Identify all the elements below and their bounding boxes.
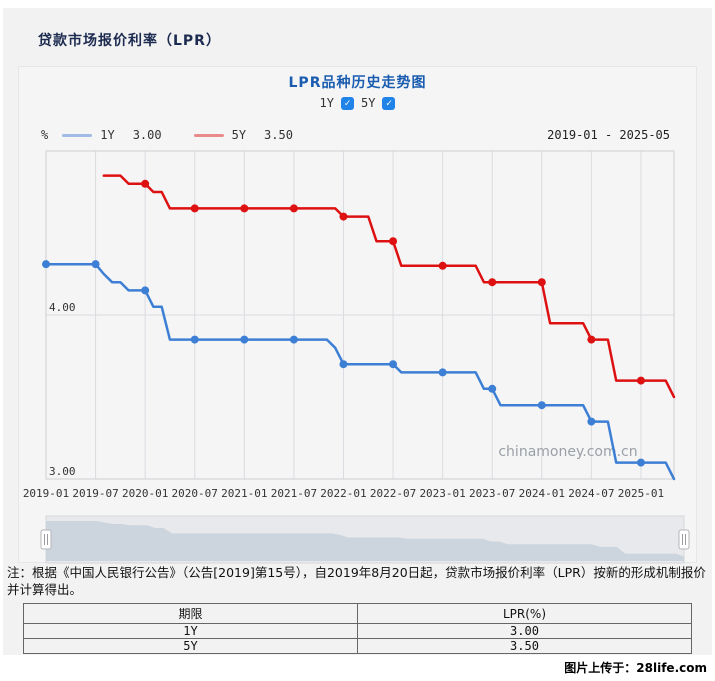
legend-value-5y: 3.50 xyxy=(264,128,293,142)
table-header-row: 期限 LPR(%) xyxy=(23,603,692,624)
series-5y-dot[interactable] xyxy=(339,212,348,221)
y-axis-unit: % xyxy=(41,128,49,142)
footer-bar: 图片上传于：28life.com xyxy=(0,655,715,681)
x-tick-label: 2020-07 xyxy=(172,487,218,500)
checkbox-label-1y: 1Y xyxy=(319,96,334,110)
legend-swatch-5y xyxy=(193,133,224,137)
series-5y-dot[interactable] xyxy=(587,335,596,344)
series-5y-dot[interactable] xyxy=(537,278,546,287)
x-tick-label: 2019-07 xyxy=(72,487,118,500)
table-cell-term-5y: 5Y xyxy=(23,638,358,654)
series-1y-dot[interactable] xyxy=(636,458,645,467)
series-1y-dot[interactable] xyxy=(339,360,348,369)
series-1y-dot[interactable] xyxy=(488,384,497,393)
table-row: 1Y 3.00 xyxy=(23,623,692,639)
series-1y-dot[interactable] xyxy=(389,360,398,369)
chart-title: LPR品种历史走势图 xyxy=(288,75,427,91)
series-5y-dot[interactable] xyxy=(240,204,249,213)
footnote: 注：根据《中国人民银行公告》（公告[2019]第15号），自2019年8月20日… xyxy=(7,565,706,597)
checkbox-1y-checked-icon[interactable] xyxy=(341,96,354,110)
series-5y-dot[interactable] xyxy=(389,237,398,246)
x-tick-label: 2021-01 xyxy=(221,487,267,500)
chart-panel: LPR品种历史走势图 1Y 5Y % 1Y 3.00 5Y 3.50 2019-… xyxy=(18,66,697,564)
x-tick-label: 2022-07 xyxy=(370,487,416,500)
x-tick-label: 2021-07 xyxy=(271,487,317,500)
series-1y-dot[interactable] xyxy=(190,335,199,344)
lpr-table: 期限 LPR(%) 1Y 3.00 5Y 3.50 xyxy=(23,603,692,654)
navigator-right-handle[interactable] xyxy=(678,529,690,550)
table-cell-term-1y: 1Y xyxy=(23,623,358,639)
series-1y-line xyxy=(44,262,676,481)
series-5y-dot[interactable] xyxy=(636,376,645,385)
table-cell-lpr-1y: 3.00 xyxy=(357,623,692,639)
table-row: 5Y 3.50 xyxy=(23,638,692,654)
legend: % 1Y 3.00 5Y 3.50 xyxy=(41,128,293,142)
series-1y-dot[interactable] xyxy=(438,368,447,377)
series-toggle-row: 1Y 5Y xyxy=(19,96,696,110)
series-1y-dot[interactable] xyxy=(587,417,596,426)
x-tick-label: 2020-01 xyxy=(122,487,168,500)
x-tick-label: 2023-01 xyxy=(419,487,465,500)
image-source-label: 图片上传于：28life.com xyxy=(564,661,707,675)
watermark: chinamoney.com.cn xyxy=(498,444,637,460)
x-tick-label: 2024-07 xyxy=(568,487,614,500)
date-range-label: 2019-01 - 2025-05 xyxy=(547,128,670,142)
series-1y-dot[interactable] xyxy=(42,260,50,269)
y-tick-label: 3.00 xyxy=(49,465,76,478)
y-tick-label: 4.00 xyxy=(49,301,76,314)
checkbox-5y-checked-icon[interactable] xyxy=(382,96,396,110)
series-5y-dot[interactable] xyxy=(289,204,298,213)
page-title: 贷款市场报价利率（LPR） xyxy=(38,33,221,49)
legend-label-1y[interactable]: 1Y xyxy=(100,128,115,142)
x-tick-label: 2025-01 xyxy=(618,487,664,500)
legend-value-1y: 3.00 xyxy=(132,128,162,142)
series-1y-dot[interactable] xyxy=(141,286,150,295)
lpr-trend-chart: 2019-01 2019-07 2020-01 2020-07 2021-01 2021-… xyxy=(23,150,690,564)
plot-border xyxy=(45,150,675,480)
legend-swatch-1y xyxy=(62,133,93,137)
series-5y-dot[interactable] xyxy=(141,179,150,188)
navigator-left-handle[interactable] xyxy=(40,529,52,550)
legend-label-5y[interactable]: 5Y xyxy=(231,128,247,142)
table-cell-lpr-5y: 3.50 xyxy=(357,638,692,654)
series-1y-dot[interactable] xyxy=(289,335,298,344)
series-5y-dot[interactable] xyxy=(488,278,497,287)
navigator-area xyxy=(46,521,684,561)
x-tick-label: 2024-01 xyxy=(519,487,565,500)
table-header-term: 期限 xyxy=(23,603,358,624)
series-5y-dot[interactable] xyxy=(438,261,447,270)
table-header-lpr: LPR(%) xyxy=(357,603,692,624)
series-5y-line xyxy=(102,174,676,399)
series-1y-dot[interactable] xyxy=(537,401,546,410)
checkbox-label-5y: 5Y xyxy=(361,96,376,110)
series-1y-dot[interactable] xyxy=(240,335,249,344)
x-tick-label: 2023-07 xyxy=(469,487,515,500)
x-tick-label: 2022-01 xyxy=(320,487,366,500)
series-1y-dot[interactable] xyxy=(91,260,100,269)
legend-row: % 1Y 3.00 5Y 3.50 2019-01 - 2025-05 xyxy=(41,125,670,145)
series-5y-dot[interactable] xyxy=(190,204,199,213)
x-tick-label: 2019-01 xyxy=(23,487,69,500)
